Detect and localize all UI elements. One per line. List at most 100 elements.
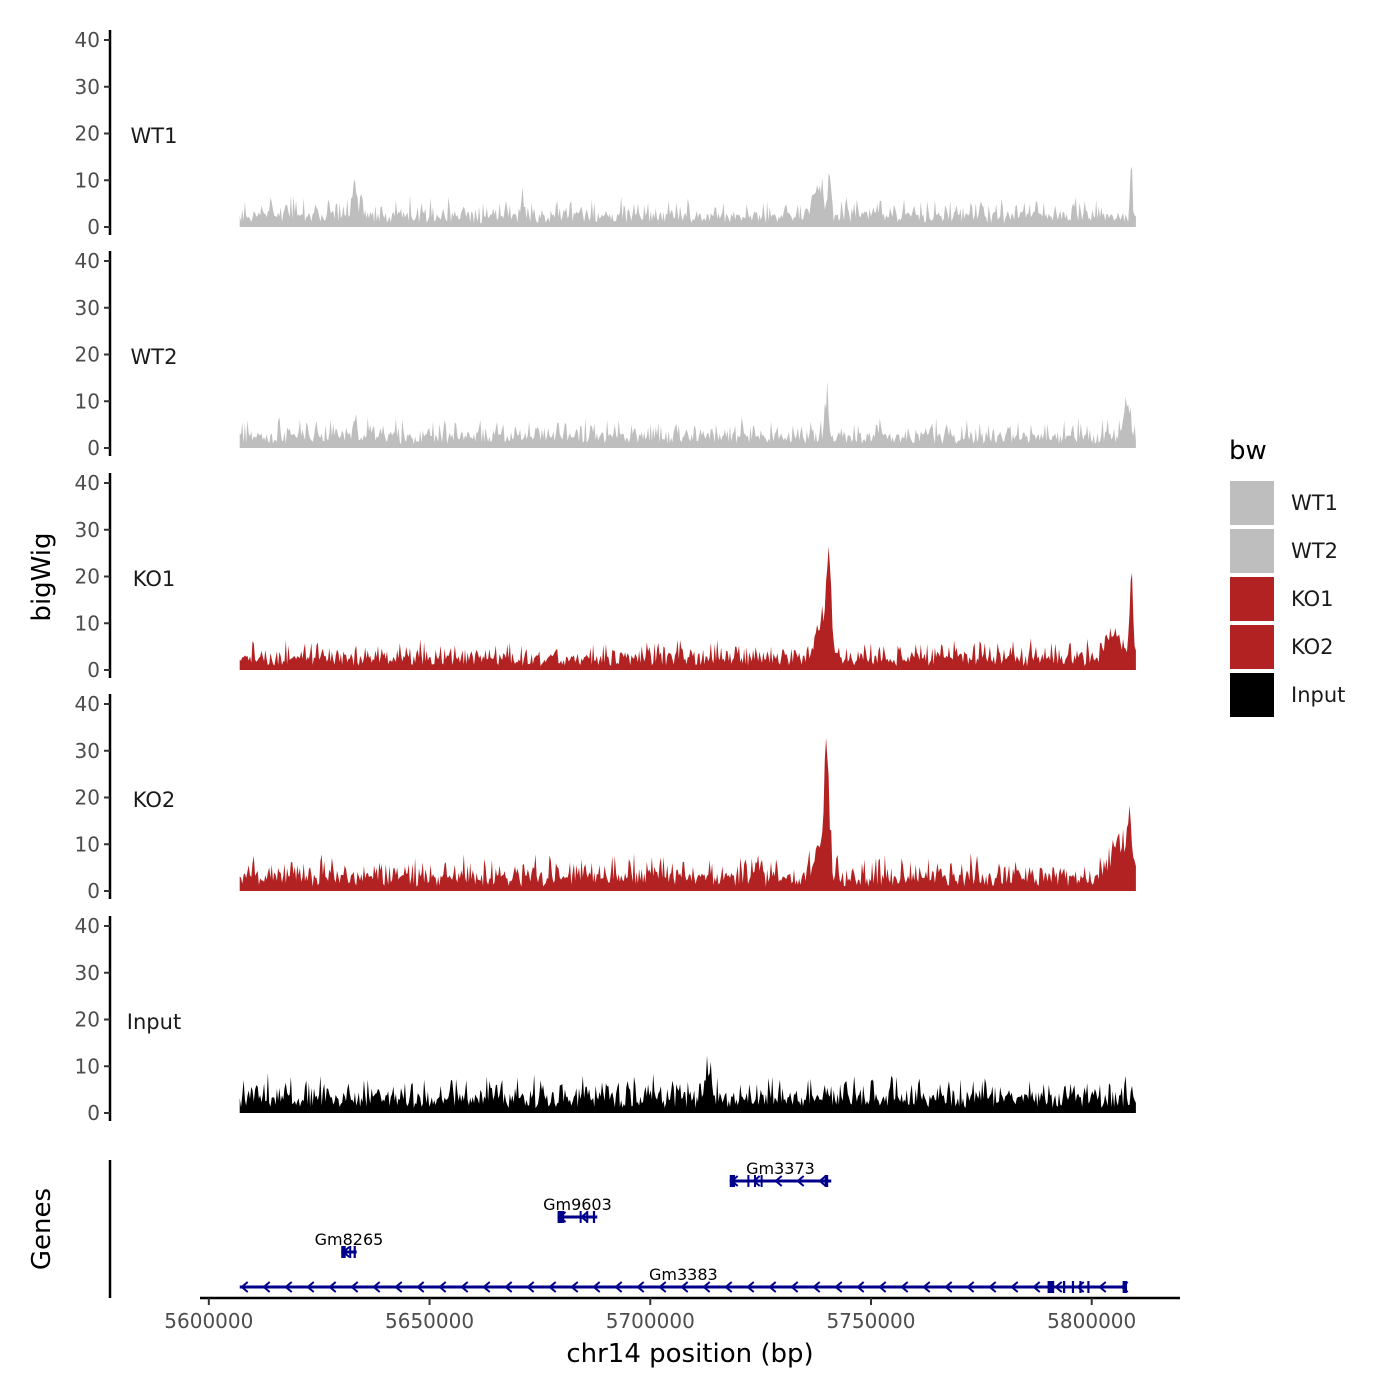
strand-arrow bbox=[922, 1281, 931, 1293]
exon bbox=[1087, 1281, 1090, 1293]
exon bbox=[824, 1175, 829, 1187]
strand-arrow bbox=[438, 1281, 447, 1293]
strand-arrow bbox=[796, 1175, 805, 1187]
track-label-input: Input bbox=[127, 1010, 181, 1034]
strand-arrow bbox=[1054, 1281, 1063, 1293]
strand-arrow bbox=[504, 1281, 513, 1293]
exon bbox=[747, 1175, 750, 1187]
strand-arrow bbox=[834, 1281, 843, 1293]
gene-gm3373: Gm3373 bbox=[729, 1159, 832, 1187]
exon bbox=[754, 1175, 757, 1187]
strand-arrow bbox=[752, 1175, 761, 1187]
y-tick-label: 10 bbox=[75, 389, 100, 413]
track-label-wt1: WT1 bbox=[131, 124, 178, 148]
signal-area-ko1 bbox=[239, 546, 1136, 670]
exon bbox=[1063, 1281, 1066, 1293]
exon bbox=[1079, 1281, 1082, 1293]
panel-ko1: 0 10 20 30 40 KO1 bbox=[75, 471, 1136, 682]
legend-label-ko1: KO1 bbox=[1291, 587, 1334, 611]
y-tick-label: 40 bbox=[75, 471, 100, 495]
exon bbox=[341, 1246, 346, 1258]
legend-label-wt2: WT2 bbox=[1291, 539, 1338, 563]
strand-arrow bbox=[350, 1281, 359, 1293]
strand-arrow bbox=[966, 1281, 975, 1293]
legend-title: bw bbox=[1229, 436, 1267, 466]
exon bbox=[353, 1246, 356, 1258]
y-tick-label: 30 bbox=[75, 518, 100, 542]
exon bbox=[586, 1211, 589, 1223]
exon bbox=[1071, 1281, 1075, 1293]
gene-label: Gm9603 bbox=[543, 1195, 612, 1214]
y-tick-label: 20 bbox=[75, 343, 100, 367]
legend-label-ko2: KO2 bbox=[1291, 635, 1334, 659]
y-tick-label: 10 bbox=[75, 832, 100, 856]
track-label-ko1: KO1 bbox=[133, 567, 176, 591]
y-tick-label: 20 bbox=[75, 565, 100, 589]
signal-area-wt2 bbox=[239, 380, 1136, 448]
gene-gm3383: Gm3383 bbox=[239, 1265, 1129, 1293]
strand-arrow bbox=[1076, 1281, 1085, 1293]
x-axis: 5600000 5650000 5700000 5750000 5800000 bbox=[164, 1296, 1180, 1333]
y-tick-label: 10 bbox=[75, 168, 100, 192]
exon bbox=[760, 1175, 763, 1187]
panel-wt1: 0 10 20 30 40 WT1 bbox=[75, 28, 1136, 239]
y-axis-title: bigWig bbox=[27, 532, 57, 621]
legend-swatch-ko1 bbox=[1230, 577, 1274, 621]
y-tick-label: 20 bbox=[75, 786, 100, 810]
y-tick-label: 0 bbox=[87, 879, 100, 903]
strand-arrow bbox=[900, 1281, 909, 1293]
strand-arrow bbox=[1010, 1281, 1019, 1293]
exon bbox=[349, 1246, 352, 1258]
gene-gm8265: Gm8265 bbox=[315, 1230, 384, 1258]
y-tick-label: 10 bbox=[75, 611, 100, 635]
strand-arrow bbox=[482, 1281, 491, 1293]
y-tick-label: 0 bbox=[87, 436, 100, 460]
strand-arrow bbox=[1032, 1281, 1041, 1293]
panel-ko2: 0 10 20 30 40 KO2 bbox=[75, 692, 1136, 903]
strand-arrow bbox=[774, 1175, 783, 1187]
exon bbox=[579, 1211, 582, 1223]
strand-arrow bbox=[746, 1281, 755, 1293]
panel-input: 0 10 20 30 40 Input bbox=[75, 914, 1136, 1125]
track-label-ko2: KO2 bbox=[133, 788, 176, 812]
strand-arrow bbox=[372, 1281, 381, 1293]
strand-arrow bbox=[790, 1281, 799, 1293]
x-axis-title: chr14 position (bp) bbox=[566, 1339, 813, 1369]
strand-arrow bbox=[328, 1281, 337, 1293]
strand-arrow bbox=[592, 1281, 601, 1293]
gene-label: Gm3373 bbox=[746, 1159, 815, 1178]
y-tick-label: 30 bbox=[75, 296, 100, 320]
legend-swatch-wt1 bbox=[1230, 481, 1274, 525]
gene-gm9603: Gm9603 bbox=[543, 1195, 612, 1223]
genes-axis-title: Genes bbox=[27, 1188, 57, 1270]
signal-area-input bbox=[239, 1055, 1136, 1113]
strand-arrow bbox=[988, 1281, 997, 1293]
y-tick-label: 40 bbox=[75, 914, 100, 938]
strand-arrow bbox=[856, 1281, 865, 1293]
strand-arrow bbox=[394, 1281, 403, 1293]
x-tick-label: 5750000 bbox=[826, 1309, 915, 1333]
y-tick-label: 0 bbox=[87, 658, 100, 682]
exon bbox=[729, 1175, 736, 1187]
x-tick-label: 5650000 bbox=[385, 1309, 474, 1333]
exon bbox=[557, 1211, 565, 1223]
exon bbox=[1122, 1281, 1128, 1293]
gene-track: Gm3373 Gm9603 Gm8265 Gm3383 bbox=[108, 1159, 1129, 1298]
strand-arrow bbox=[878, 1281, 887, 1293]
legend: bw WT1 WT2 KO1 KO2 Input bbox=[1229, 436, 1345, 717]
y-tick-label: 40 bbox=[75, 249, 100, 273]
strand-arrow bbox=[768, 1281, 777, 1293]
x-tick-label: 5700000 bbox=[606, 1309, 695, 1333]
exon bbox=[1047, 1281, 1055, 1293]
track-label-wt2: WT2 bbox=[131, 345, 178, 369]
signal-panels: 0 10 20 30 40 WT1 0 10 20 30 40 WT2 0 10 20 30 40 KO1 0 10 2… bbox=[75, 28, 1136, 1125]
strand-arrow bbox=[702, 1281, 711, 1293]
gene-label: Gm8265 bbox=[315, 1230, 384, 1249]
strand-arrow bbox=[680, 1281, 689, 1293]
strand-arrow bbox=[548, 1281, 557, 1293]
y-tick-label: 30 bbox=[75, 739, 100, 763]
exon bbox=[592, 1211, 596, 1223]
strand-arrow bbox=[460, 1281, 469, 1293]
strand-arrow bbox=[658, 1281, 667, 1293]
